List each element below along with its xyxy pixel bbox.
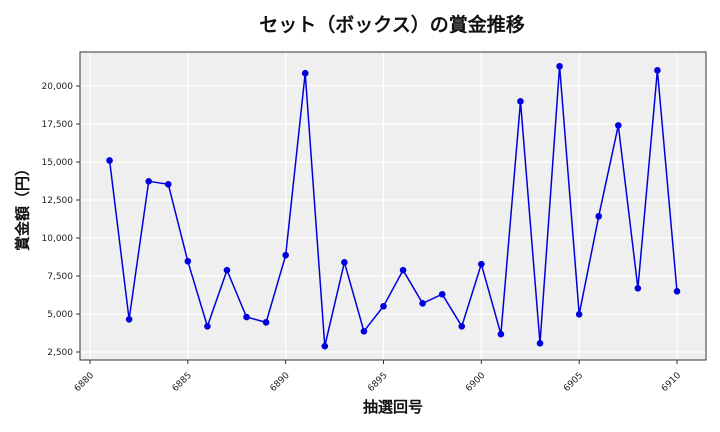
x-tick-label: 6895 [366, 371, 389, 394]
x-tick-label: 6905 [562, 371, 585, 394]
data-point [595, 212, 603, 220]
data-point [301, 69, 309, 77]
data-point [575, 311, 583, 318]
data-point [360, 328, 368, 335]
data-point [243, 313, 250, 321]
data-point [223, 266, 231, 274]
x-tick-label: 6880 [73, 371, 96, 394]
data-point [282, 251, 289, 259]
data-series [106, 62, 681, 350]
y-tick-label: 12,500 [42, 196, 74, 206]
data-point [164, 181, 172, 188]
data-point [615, 122, 622, 129]
data-point [204, 323, 211, 330]
data-point [634, 285, 642, 292]
data-point [654, 67, 661, 74]
data-point [438, 290, 446, 298]
data-point [106, 157, 113, 164]
data-point [556, 62, 563, 70]
plot-frame [79, 51, 707, 361]
data-point [536, 340, 544, 347]
x-axis-label: 抽選回号 [362, 398, 423, 416]
x-tick-label: 6910 [660, 371, 683, 394]
y-tick-label: 17,500 [42, 120, 74, 130]
y-tick-label: 5,000 [47, 310, 73, 320]
data-point [399, 266, 407, 274]
data-point [262, 319, 270, 326]
data-point [184, 257, 192, 265]
data-point [321, 342, 329, 350]
data-point [419, 300, 426, 307]
data-point [380, 302, 387, 310]
y-tick-label: 10,000 [42, 234, 74, 244]
data-point [478, 260, 485, 268]
x-tick-label: 6890 [269, 371, 292, 394]
x-tick-label: 6885 [171, 371, 194, 394]
data-point [673, 288, 681, 295]
data-point [517, 98, 524, 105]
y-tick-label: 2,500 [47, 348, 73, 358]
y-tick-label: 15,000 [42, 158, 74, 168]
chart-title: セット（ボックス）の賞金推移 [259, 14, 525, 36]
data-point [341, 259, 348, 266]
series-line [108, 66, 678, 347]
data-point [497, 330, 505, 338]
data-point [125, 316, 133, 323]
data-point [458, 323, 466, 330]
data-point [145, 178, 152, 185]
y-tick-label: 20,000 [42, 82, 74, 92]
x-tick-label: 6900 [464, 371, 487, 394]
y-tick-label: 7,500 [47, 272, 73, 282]
